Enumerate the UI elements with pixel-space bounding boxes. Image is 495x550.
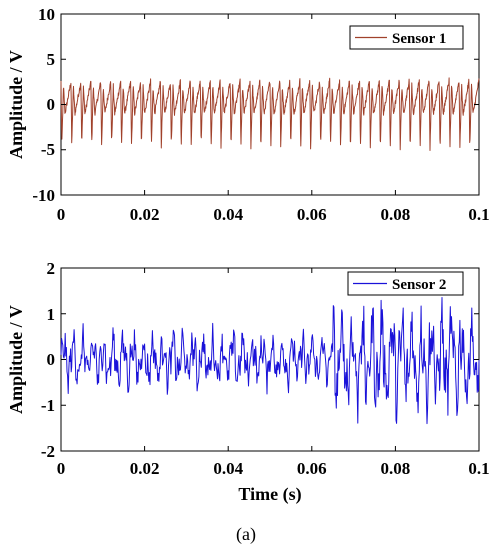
y-tick-label: 0 — [47, 95, 56, 114]
y-tick-label: -2 — [41, 442, 55, 461]
x-tick-label: 0.02 — [130, 459, 160, 478]
y-tick-label: -1 — [41, 396, 55, 415]
y-axis-1: 10 5 0 -5 -10 — [32, 5, 479, 205]
y-tick-label: -10 — [32, 186, 55, 205]
x-tick-label: 0.02 — [130, 205, 160, 224]
legend-label-sensor-1: Sensor 1 — [392, 31, 446, 47]
legend-label-sensor-2: Sensor 2 — [392, 277, 446, 293]
y-tick-label: 0 — [47, 350, 56, 369]
x-tick-label: 0.1 — [468, 459, 489, 478]
figure-caption: (a) — [236, 524, 256, 545]
panel-sensor-2: 2 1 0 -1 -2 0 0.02 0.04 0.06 0.08 0.1 Am… — [6, 259, 490, 505]
x-tick-label: 0 — [57, 205, 66, 224]
x-axis-2: 0 0.02 0.04 0.06 0.08 0.1 — [57, 268, 490, 478]
y-tick-label: -5 — [41, 140, 55, 159]
y-axis-label-2: Amplitude / V — [6, 305, 26, 414]
y-axis-label-1: Amplitude / V — [6, 50, 26, 159]
sensor-2-line — [60, 297, 480, 425]
x-axis-1: 0 0.02 0.04 0.06 0.08 0.1 — [57, 14, 490, 224]
x-tick-label: 0.06 — [297, 205, 327, 224]
legend-1: Sensor 1 — [349, 25, 464, 50]
x-tick-label: 0.04 — [213, 459, 243, 478]
y-tick-label: 10 — [38, 5, 55, 24]
panel-sensor-1: 10 5 0 -5 -10 0 0.02 0.04 0.06 0.08 0.1 … — [6, 5, 490, 224]
x-tick-label: 0.04 — [213, 205, 243, 224]
x-tick-label: 0.06 — [297, 459, 327, 478]
x-tick-label: 0.08 — [381, 459, 411, 478]
sensor-1-line — [60, 77, 480, 151]
x-tick-label: 0.08 — [381, 205, 411, 224]
legend-2: Sensor 2 — [347, 271, 464, 296]
y-axis-2: 2 1 0 -1 -2 — [41, 259, 479, 461]
y-tick-label: 5 — [47, 50, 56, 69]
y-tick-label: 2 — [47, 259, 56, 278]
x-axis-label: Time (s) — [238, 484, 301, 505]
x-tick-label: 0 — [57, 459, 66, 478]
legend-box — [349, 25, 464, 50]
x-tick-label: 0.1 — [468, 205, 489, 224]
y-tick-label: 1 — [47, 305, 56, 324]
legend-box — [347, 271, 464, 296]
